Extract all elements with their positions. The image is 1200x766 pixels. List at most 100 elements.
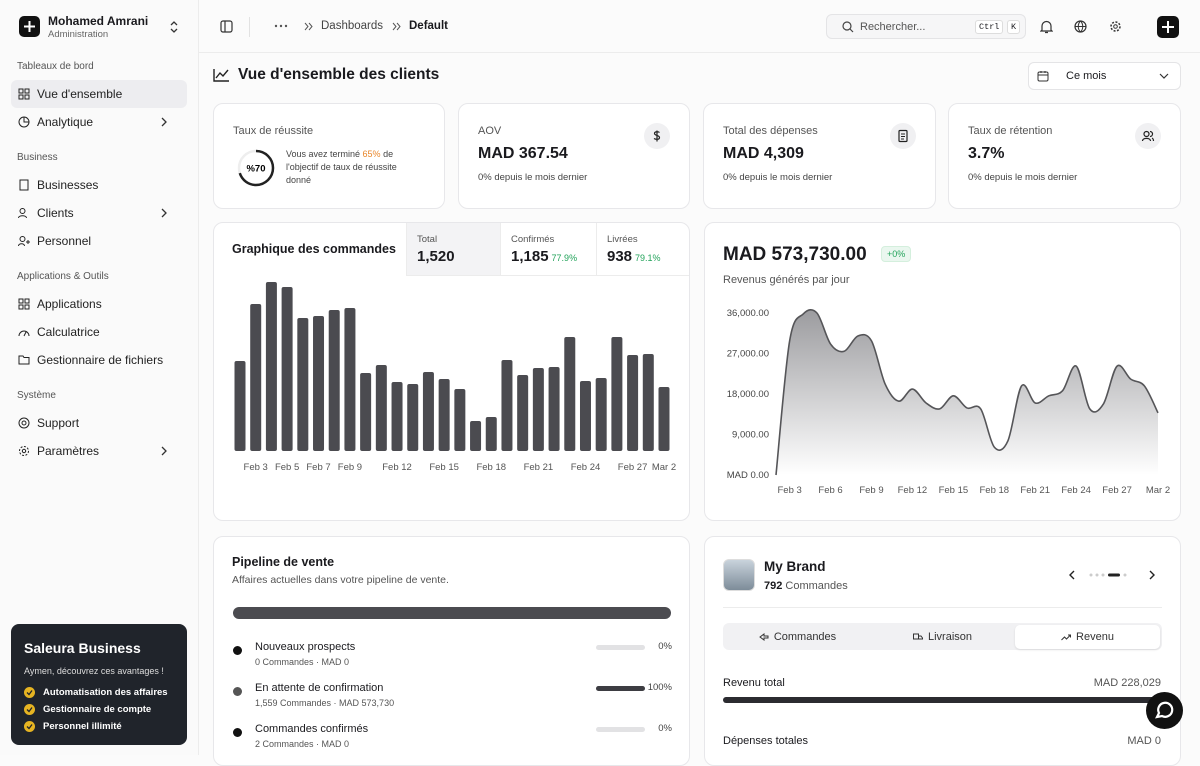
bar [564,337,576,451]
language[interactable] [1074,20,1087,33]
title-icon [213,69,229,82]
nav-item[interactable]: Vue d'ensemble [11,80,187,108]
brand-tab[interactable]: Revenu [1015,624,1160,649]
pipeline-bar [233,607,671,619]
y-tick-label: 9,000.00 [732,430,769,441]
item-name: En attente de confirmation [255,682,384,694]
search[interactable]: Rechercher... Ctrl K [826,14,1026,39]
promo-subtitle: Aymen, découvrez ces avantages ! [24,666,164,676]
orders-card: Graphique des commandes Total 1,520 Confi… [213,222,690,521]
user-switch[interactable] [168,20,180,34]
nav-label: Applications [37,297,102,311]
nav-group-title: Tableaux de bord [17,61,94,72]
chart-tab[interactable]: Total 1,520 [406,223,500,275]
row-label: Dépenses totales [723,735,808,747]
promo-feature-text: Personnel illimité [43,721,122,732]
bar [391,382,403,451]
nav-group-title: Applications & Outils [17,271,109,282]
bar [627,355,639,451]
bar [375,365,387,451]
area-fill [776,309,1158,475]
nav-item[interactable]: Businesses [11,171,187,199]
x-tick-label: Feb 9 [859,485,883,496]
promo-feature: Automatisation des affaires [24,684,168,701]
nav-label: Support [37,416,80,430]
stat-note: 0% depuis le mois dernier [478,172,588,183]
nav-item[interactable]: Calculatrice [11,318,187,346]
nav-item[interactable]: Analytique [11,108,187,136]
y-tick-label: 36,000.00 [727,308,769,319]
chat-button[interactable] [1146,692,1183,729]
promo-feature: Gestionnaire de compte [24,701,168,718]
bar [579,381,591,451]
item-name: Commandes confirmés [255,723,369,735]
stat-value: MAD 367.54 [478,145,568,162]
tab-label: Livrées [607,234,638,245]
tab-label: Livraison [927,630,973,643]
bar [407,384,419,451]
more[interactable] [274,24,288,28]
promo-feature-text: Gestionnaire de compte [43,704,152,715]
bar [234,361,246,451]
sidebar-toggle[interactable] [220,20,233,33]
bar [485,417,497,451]
gauge-label: %70 [246,164,265,175]
nav-item[interactable]: Paramètres [11,437,187,465]
topbar: Dashboards Default Rechercher... Ctrl K [199,0,1200,53]
nav-label: Vue d'ensemble [37,87,123,101]
pipeline-card: Pipeline de vente Affaires actuelles dan… [213,536,690,766]
settings[interactable] [1109,20,1122,33]
stat-value: MAD 4,309 [723,145,804,162]
stat-icon [890,123,916,149]
tab-change: 79.1% [635,253,661,263]
chart-title: Graphique des commandes [232,242,396,256]
brand-tab[interactable]: Livraison [870,625,1015,649]
pipeline-item: Nouveaux prospects 0 Commandes · MAD 0 0% [214,641,689,673]
x-tick-label: Feb 12 [382,462,412,473]
stat-card: AOV MAD 367.54 0% depuis le mois dernier [458,103,690,209]
nav-item[interactable]: Gestionnaire de fichiers [11,346,187,374]
nav-group-title: Système [17,390,56,401]
tab-label: Confirmés [511,234,555,245]
item-name: Nouveaux prospects [255,641,356,653]
pager[interactable] [1067,569,1163,581]
add-button[interactable] [1157,16,1179,38]
item-detail: 2 Commandes · MAD 0 [255,739,350,749]
pipeline-item: Commandes confirmés 2 Commandes · MAD 0 0% [214,723,689,755]
notifications[interactable] [1040,20,1053,34]
promo-title: Saleura Business [24,640,141,656]
nav-item[interactable]: Applications [11,290,187,318]
bar [611,337,623,451]
app-logo[interactable] [19,16,40,37]
row-label: Revenu total [723,677,785,689]
nav-item[interactable]: Personnel [11,227,187,255]
tab-value: 938 [607,248,633,265]
gauge: %70 [237,149,275,187]
shortcut-key: Ctrl [975,20,1004,34]
chart-subtitle: Revenus générés par jour [723,274,850,286]
stat-icon [644,123,670,149]
stat-card: Taux de rétention 3.7% 0% depuis le mois… [948,103,1181,209]
brand-tabs: Commandes Livraison Revenu [723,623,1162,650]
period-select[interactable]: Ce mois [1028,62,1181,90]
text: Vous avez terminé [286,149,363,159]
brand-orders: 792 Commandes [764,580,848,592]
pipeline-subtitle: Affaires actuelles dans votre pipeline d… [232,574,449,586]
chart-tab[interactable]: Confirmés 1,185 77.9% [500,223,596,275]
chart-tab[interactable]: Livrées 938 79.1% [596,223,689,275]
bar [517,375,529,451]
brand-name: My Brand [764,559,826,574]
nav-item[interactable]: Support [11,409,187,437]
orders-label: Commandes [785,580,848,592]
stat-label: AOV [478,125,502,137]
bar [328,310,340,451]
x-tick-label: Feb 3 [777,485,801,496]
x-tick-label: Feb 5 [275,462,299,473]
breadcrumb[interactable]: Dashboards [321,20,384,32]
brand-tab[interactable]: Commandes [725,625,870,649]
nav-item[interactable]: Clients [11,199,187,227]
x-tick-label: Feb 6 [818,485,842,496]
tab-label: Revenu [1076,630,1114,643]
nav-label: Paramètres [37,444,100,458]
